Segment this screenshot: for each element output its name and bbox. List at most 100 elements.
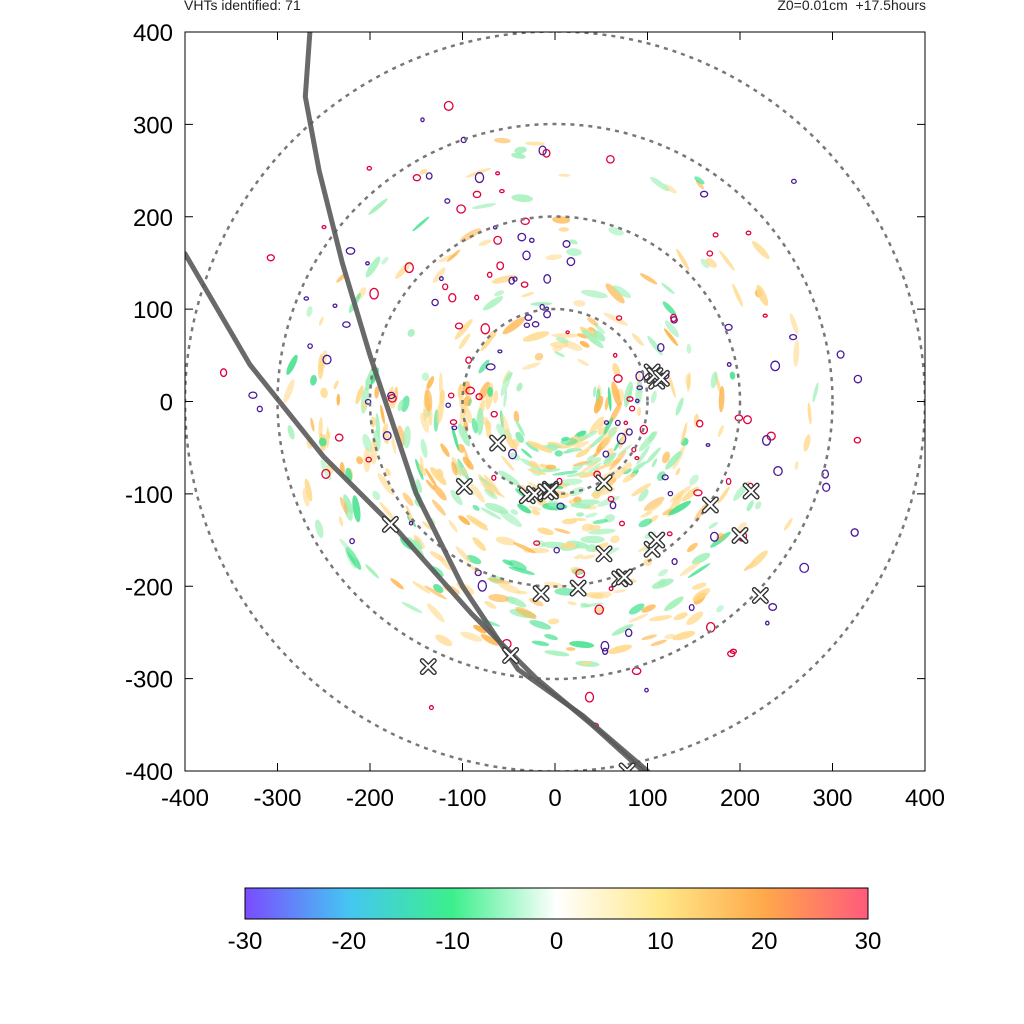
field-streak: [636, 445, 650, 465]
field-streak: [592, 491, 601, 500]
field-streak: [575, 448, 590, 458]
field-streak: [374, 386, 380, 399]
contour-loop: [472, 190, 482, 199]
colorbar-tick-label: 10: [647, 928, 674, 955]
field-streak: [471, 417, 478, 434]
field-streak: [685, 374, 691, 388]
field-streak: [551, 333, 580, 338]
vht-marker-cross: [620, 763, 635, 771]
contour-loop: [799, 562, 810, 574]
field-streak: [531, 640, 550, 646]
contour-loop: [615, 315, 623, 321]
field-streak: [662, 508, 674, 516]
vht-marker-cross: [617, 569, 632, 585]
field-streak: [588, 524, 601, 531]
field-streak: [643, 496, 665, 511]
field-streak: [390, 578, 404, 590]
field-streak: [421, 372, 430, 381]
contour-loop: [497, 349, 503, 354]
field-streak: [554, 351, 565, 358]
contour-loop: [404, 262, 414, 274]
field-streak: [379, 501, 396, 522]
field-streak: [412, 216, 430, 232]
vht-marker-cross: [543, 484, 558, 499]
field-streak: [457, 423, 471, 447]
vht-marker: [618, 762, 636, 771]
field-streak: [686, 344, 692, 354]
contour-loop: [465, 386, 476, 395]
contour-loop: [613, 374, 623, 383]
field-streak: [737, 522, 748, 531]
contour-loop: [609, 501, 617, 510]
field-streak: [656, 471, 666, 481]
field-streak: [646, 502, 663, 514]
contour-loop: [790, 178, 797, 185]
contour-loop: [408, 520, 414, 526]
contour-loop: [639, 424, 649, 435]
vht-marker: [419, 658, 437, 676]
field-streak: [569, 239, 578, 245]
field-streak: [554, 528, 571, 534]
field-streak: [637, 406, 642, 417]
field-streak: [580, 289, 608, 299]
field-streak: [537, 468, 561, 473]
contour-loop: [528, 237, 535, 243]
field-streak: [732, 283, 744, 307]
field-streak: [380, 404, 385, 425]
field-streak: [377, 473, 394, 496]
field-streak: [663, 184, 677, 194]
field-streak: [661, 451, 671, 464]
field-streak: [521, 292, 535, 298]
field-streak: [521, 362, 541, 370]
field-streak: [717, 486, 730, 504]
field-streak: [554, 450, 563, 457]
field-streak: [695, 180, 705, 190]
contour-loop: [850, 528, 859, 537]
field-streak: [485, 420, 492, 439]
contour-loop: [853, 436, 862, 444]
y-tick-label: -100: [125, 482, 173, 509]
field-streak: [438, 372, 443, 397]
vht-marker-cross: [732, 528, 748, 543]
field-streak: [573, 299, 586, 307]
contour-loop: [538, 145, 547, 156]
field-streak: [632, 461, 647, 472]
contour-loop: [644, 687, 649, 693]
field-streak: [498, 470, 520, 487]
field-streak: [638, 489, 649, 502]
field-streak: [803, 434, 811, 452]
field-streak: [719, 250, 735, 271]
field-streak: [664, 320, 680, 338]
field-streak: [561, 518, 578, 525]
field-streak: [459, 228, 481, 242]
contour-loop: [490, 410, 498, 418]
contour-loop: [444, 198, 451, 204]
field-streak: [651, 458, 658, 468]
contour-loop: [671, 558, 678, 566]
field-streak: [640, 511, 653, 518]
colorbar-tick-label: 0: [550, 928, 563, 955]
field-streak: [603, 452, 617, 465]
field-streak: [451, 461, 458, 476]
contour-loop: [485, 363, 496, 371]
field-streak: [363, 447, 371, 473]
field-streak: [372, 490, 381, 501]
vht-marker: [701, 496, 719, 514]
field-streak: [419, 169, 428, 175]
field-streak: [381, 256, 389, 265]
contour-loop: [745, 230, 752, 236]
field-streak: [466, 514, 489, 531]
vht-marker: [502, 647, 520, 665]
run-info-label: Z0=0.01cm +17.5hours: [777, 0, 926, 13]
field-streak: [338, 516, 344, 527]
contour-loop: [602, 450, 610, 458]
field-streak: [326, 426, 330, 449]
contour-loop: [486, 271, 493, 278]
contour-loop: [445, 402, 452, 408]
field-streak: [663, 328, 679, 347]
vht-marker-cross: [503, 648, 518, 663]
field-streak: [500, 413, 511, 440]
field-streak: [639, 273, 658, 285]
contour-loop: [695, 419, 704, 428]
field-streak: [574, 554, 584, 560]
